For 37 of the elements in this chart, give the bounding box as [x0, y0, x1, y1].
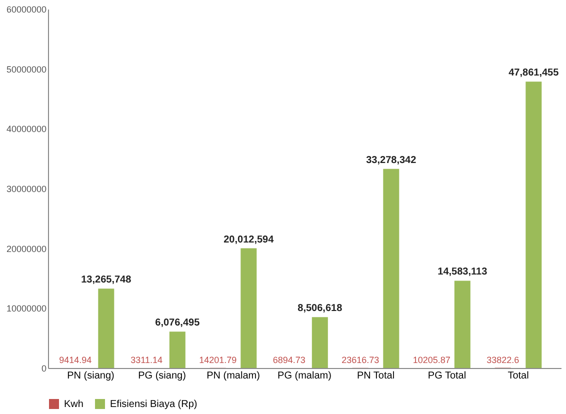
data-label: 6894.73: [272, 355, 306, 365]
data-label: 14,583,113: [438, 266, 488, 278]
data-label: 33822.6: [486, 355, 520, 365]
x-tick-label: PN (malam): [206, 370, 260, 382]
data-label: 10205.87: [412, 355, 450, 365]
bar: [526, 82, 542, 368]
x-tick-label: PN (siang): [67, 370, 114, 382]
y-tick-label: 20000000: [6, 244, 46, 254]
y-tick-label: 50000000: [6, 64, 46, 74]
data-label: 3311.14: [130, 355, 163, 365]
bar: [312, 317, 328, 368]
x-tick-label: PN Total: [356, 370, 395, 382]
x-tick-label: PG Total: [428, 370, 466, 382]
data-label: 14201.79: [199, 355, 237, 365]
x-tick-label: PG (siang): [138, 370, 186, 382]
legend-label: Kwh: [64, 399, 84, 410]
data-label: 8,506,618: [298, 303, 343, 314]
y-tick-label: 0: [41, 364, 46, 374]
y-tick-label: 30000000: [6, 184, 46, 194]
x-tick-label: Total: [508, 370, 529, 382]
data-label: 47,861,455: [508, 68, 560, 79]
y-tick-label: 40000000: [6, 124, 46, 134]
data-label: 20,012,594: [224, 234, 274, 246]
data-label: 13,265,748: [81, 274, 132, 286]
legend-label: Efisiensi Biaya (Rp): [110, 399, 198, 410]
bar: [383, 168, 400, 368]
x-tick-label: PG (malam): [278, 370, 332, 382]
y-tick-label: 60000000: [6, 4, 46, 14]
bar: [240, 248, 257, 368]
data-label: 33,278,342: [366, 154, 417, 166]
data-label: 6,076,495: [155, 318, 200, 329]
y-tick-label: 10000000: [6, 304, 46, 314]
data-label: 9414.94: [59, 355, 92, 365]
bar: [169, 332, 186, 368]
data-label: 23616.73: [342, 355, 380, 365]
bar: [98, 288, 114, 368]
bar: [454, 280, 470, 368]
